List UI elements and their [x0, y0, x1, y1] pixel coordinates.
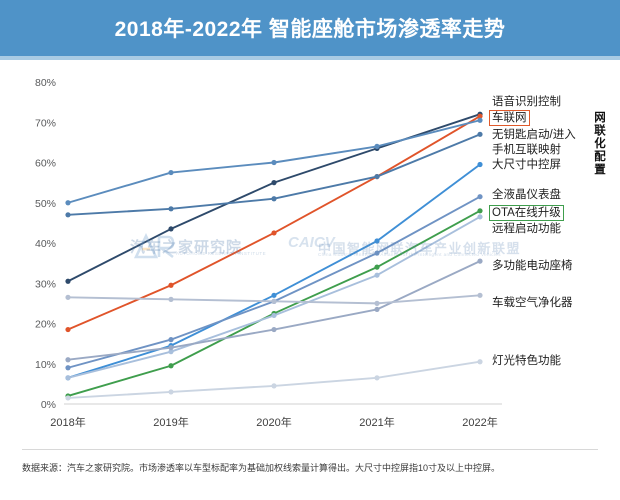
line-chart-svg: 0% 10% 20% 30% 40% 50% 60% 70% 80% 2018年 2019年 2020… — [35, 77, 502, 429]
series-data-point — [374, 264, 380, 270]
y-axis-tick-label: 70% — [35, 117, 56, 129]
series-data-point — [271, 159, 277, 166]
series-data-point — [168, 282, 174, 288]
series-label: 大尺寸中控屏 — [492, 159, 561, 171]
series-label: 车联网 — [489, 110, 530, 126]
series-label: 手机互联映射 — [492, 144, 561, 156]
series-data-point — [374, 143, 380, 149]
series-data-point — [271, 383, 277, 389]
series-data-point — [374, 306, 380, 313]
x-axis-tick-label: 2022年 — [462, 415, 497, 429]
y-axis-tick-label: 60% — [35, 158, 56, 170]
series-label: 远程启动功能 — [492, 223, 561, 235]
y-axis-tick-label: 20% — [35, 319, 56, 331]
x-axis-tick-label: 2020年 — [256, 415, 291, 429]
series-data-point — [374, 375, 380, 381]
series-label: 车载空气净化器 — [492, 297, 573, 309]
series-data-point — [271, 326, 277, 333]
series-data-point — [168, 169, 174, 176]
series-data-point — [477, 208, 483, 214]
series-data-point — [477, 292, 483, 298]
series-data-point — [374, 238, 380, 244]
title-bar: 2018年-2022年 智能座舱市场渗透率走势 — [0, 0, 620, 56]
series-label: 灯光特色功能 — [492, 355, 561, 367]
series-data-point — [271, 196, 277, 202]
series-label: 无钥匙启动/进入 — [492, 129, 576, 141]
series-line — [67, 360, 481, 399]
y-axis-tick-label: 40% — [35, 238, 56, 250]
page-title: 2018年-2022年 智能座舱市场渗透率走势 — [114, 18, 506, 41]
series-line — [67, 195, 481, 369]
series-data-point — [477, 359, 483, 365]
series-data-point — [271, 298, 277, 304]
series-data-point — [271, 180, 277, 186]
series-data-point — [168, 206, 174, 212]
series-label: 全液晶仪表盘 — [492, 189, 561, 201]
x-axis-tick-label: 2021年 — [359, 415, 394, 429]
series-line — [67, 260, 481, 361]
series-data-point — [168, 389, 174, 395]
series-label: OTA在线升级 — [489, 205, 564, 221]
y-axis-tick-label: 10% — [35, 359, 56, 371]
y-axis-tick-label: 30% — [35, 278, 56, 290]
series-data-point — [477, 214, 483, 220]
series-data-point — [477, 161, 483, 168]
series-data-point — [374, 272, 380, 278]
series-data-point — [477, 131, 483, 137]
series-data-point — [168, 226, 174, 232]
series-data-point — [477, 113, 483, 119]
series-data-point — [374, 250, 380, 256]
series-data-point — [271, 230, 277, 236]
series-data-point — [477, 194, 483, 200]
series-data-point — [65, 278, 71, 284]
series-data-point — [168, 349, 174, 355]
series-data-point — [168, 296, 174, 302]
series-data-point — [65, 375, 71, 381]
series-data-point — [477, 258, 483, 264]
series-data-point — [65, 395, 71, 401]
series-data-point — [65, 365, 71, 371]
footer-divider — [22, 449, 598, 450]
title-underline — [0, 56, 620, 60]
y-axis-tick-label: 50% — [35, 198, 56, 210]
series-data-point — [271, 312, 277, 319]
series-data-point — [271, 292, 277, 298]
group-label-networked-config: 网联化配置 — [594, 112, 606, 176]
series-data-point — [65, 212, 71, 218]
series-data-point — [168, 345, 174, 351]
x-axis-tick-label: 2018年 — [50, 415, 85, 429]
series-data-point — [168, 337, 174, 343]
x-axis-tick-label: 2019年 — [153, 415, 188, 429]
series-data-point — [477, 117, 483, 123]
series-label-list: 语音识别控制车联网无钥匙启动/进入 手机互联映射 大尺寸中控屏 全液晶仪表盘 OTA在线… — [488, 60, 598, 420]
series-data-point — [374, 173, 380, 180]
series-line — [67, 133, 481, 216]
series-data-point — [65, 326, 71, 333]
series-data-point — [65, 357, 71, 363]
y-axis-tick-label: 0% — [41, 399, 56, 411]
series-data-point — [168, 363, 174, 369]
series-label: 语音识别控制 — [492, 96, 561, 108]
y-axis-tick-label: 80% — [35, 77, 56, 89]
footer-source-note: 数据来源：汽车之家研究院。市场渗透率以车型标配率为基础加权线索量计算得出。大尺寸… — [22, 463, 501, 473]
series-label: 多功能电动座椅 — [492, 260, 573, 272]
chart-plot-area: 0% 10% 20% 30% 40% 50% 60% 70% 80% 2018年 2019年 2020… — [0, 60, 620, 440]
series-data-point — [65, 200, 71, 206]
series-data-point — [374, 300, 380, 306]
series-data-point — [65, 294, 71, 300]
